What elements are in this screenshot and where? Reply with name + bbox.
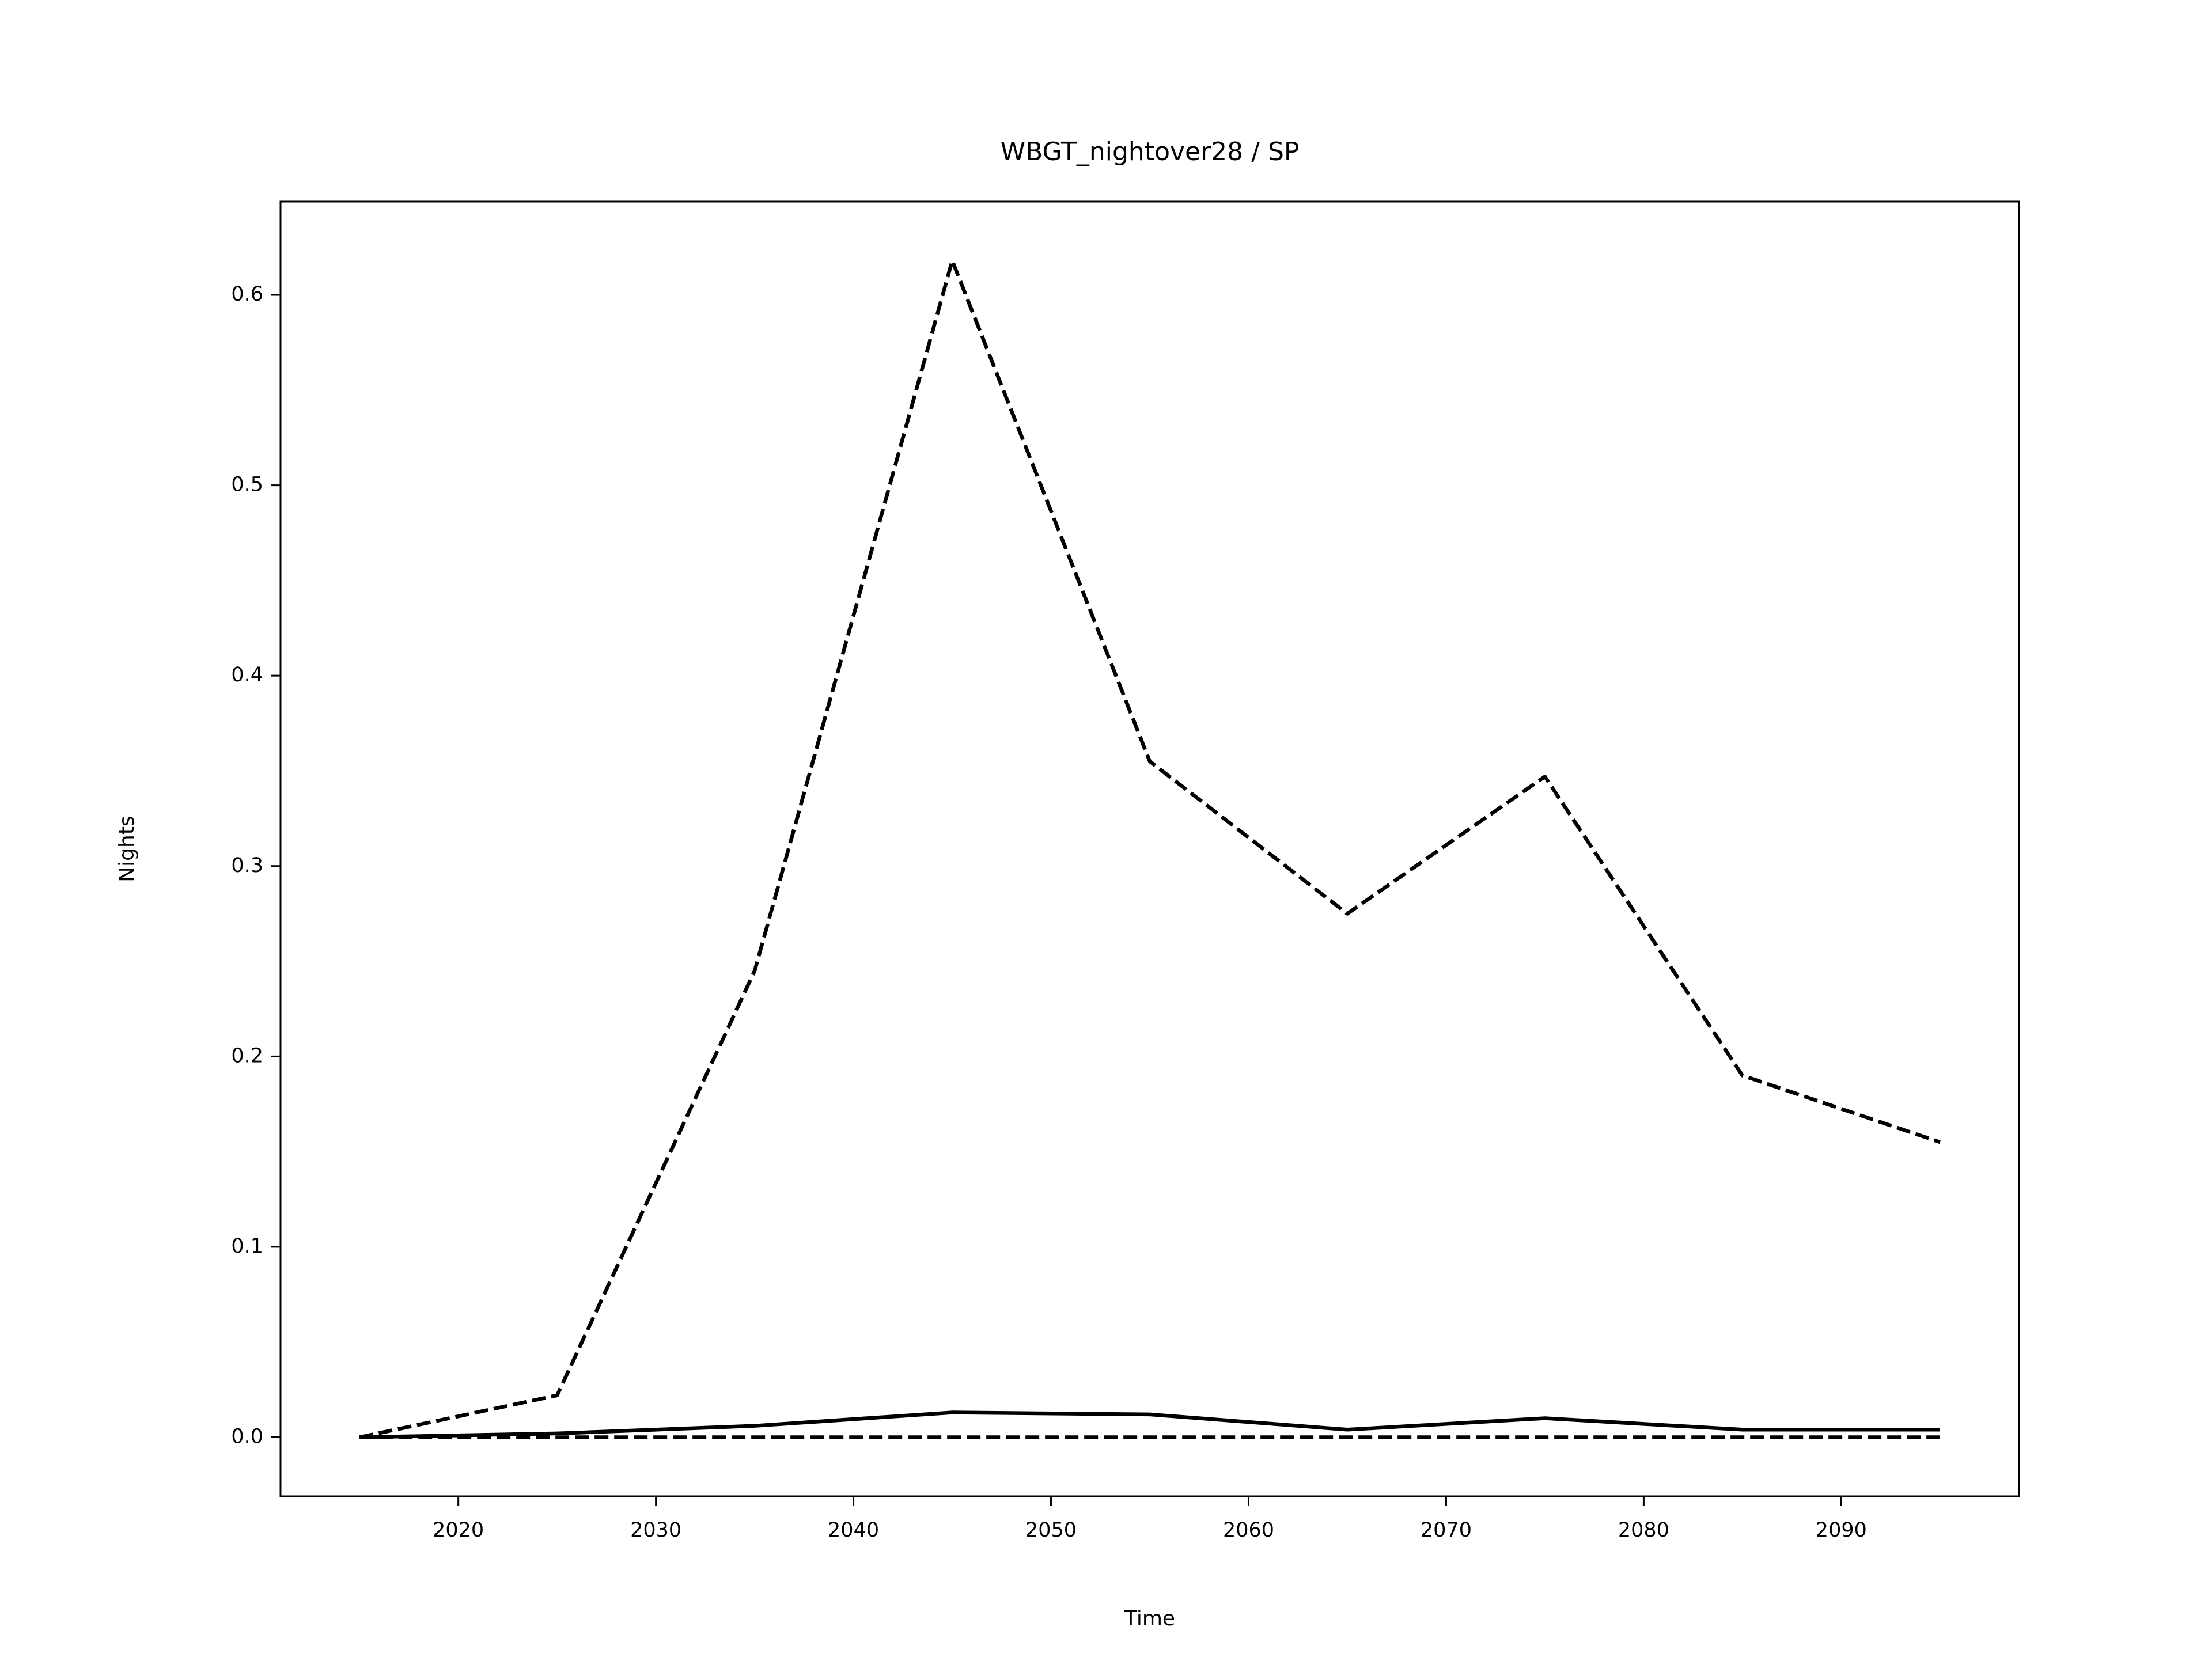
y-tick-label: 0.5: [231, 473, 263, 496]
x-tick-label: 2070: [1421, 1519, 1472, 1542]
y-tick-label: 0.0: [231, 1425, 263, 1448]
x-tick-label: 2060: [1223, 1519, 1274, 1542]
x-tick-label: 2090: [1816, 1519, 1867, 1542]
x-tick-label: 2040: [828, 1519, 879, 1542]
y-tick-label: 0.1: [231, 1235, 263, 1258]
x-tick-label: 2030: [630, 1519, 681, 1542]
y-tick-label: 0.6: [231, 283, 263, 306]
x-tick-label: 2080: [1618, 1519, 1669, 1542]
x-tick-label: 2050: [1025, 1519, 1077, 1542]
series-line: [359, 259, 1941, 1439]
y-tick-label: 0.3: [231, 854, 263, 877]
y-tick-label: 0.2: [231, 1044, 263, 1067]
y-tick-label: 0.4: [231, 663, 263, 687]
chart-title: WBGT_nightover28 / SP: [1001, 137, 1300, 166]
x-axis-label: Time: [1124, 1607, 1175, 1630]
x-tick-label: 2020: [433, 1519, 484, 1542]
series-line: [359, 1410, 1940, 1439]
y-axis-label: Nights: [115, 816, 139, 882]
plot-frame: [279, 200, 2020, 1497]
